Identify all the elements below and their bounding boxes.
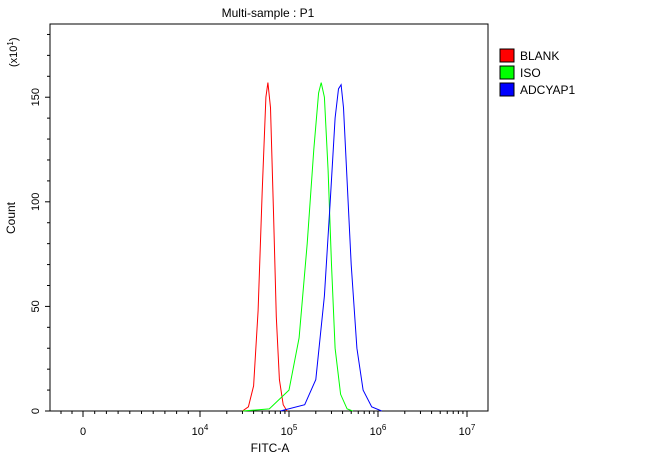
x-tick-label: 0 (80, 426, 86, 438)
series-line-blank (242, 82, 288, 412)
legend-label: ADCYAP1 (520, 83, 575, 97)
legend-swatch-iso (499, 65, 515, 80)
plot-area-frame (49, 23, 489, 412)
x-tick-label: 104 (192, 423, 209, 438)
y-tick-label: 0 (30, 408, 42, 414)
histogram-curves (242, 82, 382, 412)
chart-title: Multi-sample : P1 (222, 6, 315, 20)
x-tick-label: 106 (370, 423, 387, 438)
legend: BLANK ISO ADCYAP1 (499, 48, 575, 97)
y-tick-label: 50 (30, 300, 42, 312)
legend-swatch-blank (499, 48, 515, 63)
y-tick-label: 150 (30, 88, 42, 106)
y-axis: 0 50 100 150 (30, 33, 50, 414)
y-multiplier-label: (x101) (6, 37, 20, 67)
x-tick-label: 105 (281, 423, 298, 438)
x-tick-label: 107 (459, 423, 476, 438)
y-axis-label: Count (4, 201, 18, 234)
x-axis-label: FITC-A (251, 441, 290, 455)
y-tick-label: 100 (30, 193, 42, 211)
series-line-adcyap1 (280, 83, 382, 412)
legend-label: ISO (520, 66, 541, 80)
series-line-iso (242, 82, 353, 412)
x-axis: 0 104 105 106 107 (60, 411, 476, 438)
legend-label: BLANK (520, 49, 559, 63)
legend-swatch-adcyap1 (499, 82, 515, 97)
